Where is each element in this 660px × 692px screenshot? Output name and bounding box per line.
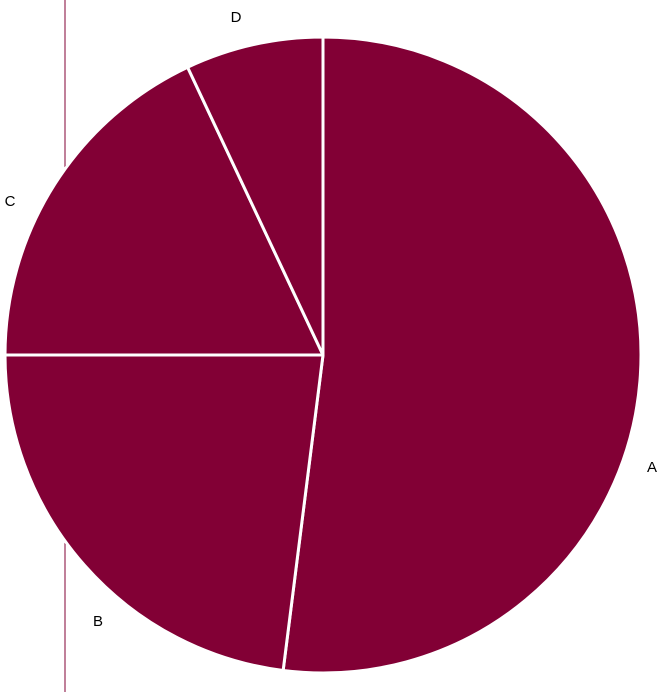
pie-slice-d — [186, 35, 325, 357]
pie-slice-c — [3, 65, 325, 357]
pie-labels: A B C D — [5, 9, 657, 630]
pie-label-d: D — [231, 9, 242, 26]
pie-slices — [3, 35, 643, 675]
pie-label-a: A — [647, 459, 657, 476]
pie-label-c: C — [5, 193, 16, 210]
pie-slice-a — [281, 35, 643, 675]
pie-slice-b — [3, 353, 325, 672]
pie-label-b: B — [93, 613, 103, 630]
